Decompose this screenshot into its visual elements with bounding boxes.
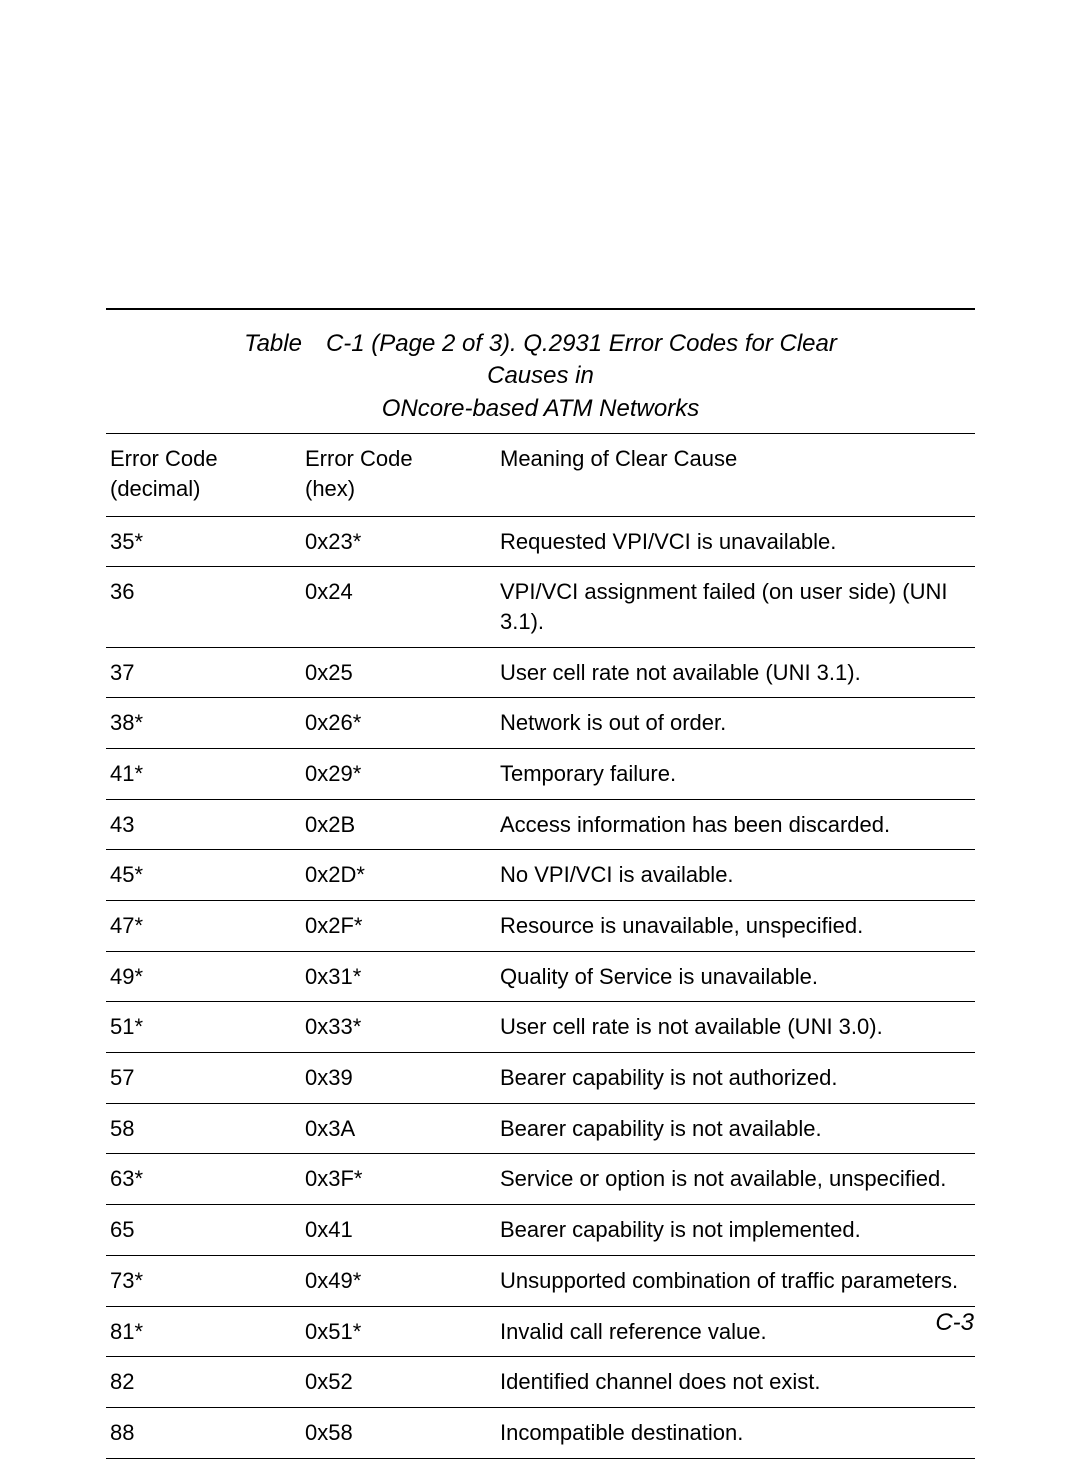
cell-meaning: User cell rate not available (UNI 3.1). bbox=[496, 647, 975, 698]
cell-hex: 0x49* bbox=[301, 1255, 496, 1306]
cell-meaning: No VPI/VCI is available. bbox=[496, 850, 975, 901]
cell-hex: 0x2F* bbox=[301, 901, 496, 952]
page: Table C-1 (Page 2 of 3). Q.2931 Error Co… bbox=[0, 0, 1080, 1397]
cell-hex: 0x41 bbox=[301, 1205, 496, 1256]
cell-hex: 0x23* bbox=[301, 516, 496, 567]
cell-decimal: 35* bbox=[106, 516, 301, 567]
cell-meaning: Quality of Service is unavailable. bbox=[496, 951, 975, 1002]
table-row: 47* 0x2F* Resource is unavailable, unspe… bbox=[106, 901, 975, 952]
cell-decimal: 81* bbox=[106, 1306, 301, 1357]
cell-hex: 0x26* bbox=[301, 698, 496, 749]
cell-meaning: VPI/VCI assignment failed (on user side)… bbox=[496, 567, 975, 647]
cell-meaning: Identified channel does not exist. bbox=[496, 1357, 975, 1408]
cell-hex: 0x3F* bbox=[301, 1154, 496, 1205]
cell-decimal: 36 bbox=[106, 567, 301, 647]
cell-decimal: 41* bbox=[106, 748, 301, 799]
cell-hex: 0x2D* bbox=[301, 850, 496, 901]
cell-hex: 0x3A bbox=[301, 1103, 496, 1154]
cell-decimal: 49* bbox=[106, 951, 301, 1002]
cell-decimal: 51* bbox=[106, 1002, 301, 1053]
col-header-decimal-l1: Error Code bbox=[110, 446, 218, 471]
top-rule bbox=[106, 308, 975, 310]
cell-decimal: 82 bbox=[106, 1357, 301, 1408]
table-row: 58 0x3A Bearer capability is not availab… bbox=[106, 1103, 975, 1154]
cell-meaning: Invalid call reference value. bbox=[496, 1306, 975, 1357]
cell-decimal: 38* bbox=[106, 698, 301, 749]
cell-meaning: Requested VPI/VCI is unavailable. bbox=[496, 516, 975, 567]
cell-decimal: 43 bbox=[106, 799, 301, 850]
cell-meaning: Network is out of order. bbox=[496, 698, 975, 749]
caption-line-1: Table C-1 (Page 2 of 3). Q.2931 Error Co… bbox=[244, 330, 837, 389]
col-header-meaning: Meaning of Clear Cause bbox=[496, 434, 975, 516]
cell-meaning: Incompatible destination. bbox=[496, 1407, 975, 1458]
col-header-decimal: Error Code (decimal) bbox=[106, 434, 301, 516]
cell-meaning: Resource is unavailable, unspecified. bbox=[496, 901, 975, 952]
table-row: 51* 0x33* User cell rate is not availabl… bbox=[106, 1002, 975, 1053]
table-caption: Table C-1 (Page 2 of 3). Q.2931 Error Co… bbox=[221, 328, 861, 425]
cell-decimal: 65 bbox=[106, 1205, 301, 1256]
table-row: 88 0x58 Incompatible destination. bbox=[106, 1407, 975, 1458]
table-row: 36 0x24 VPI/VCI assignment failed (on us… bbox=[106, 567, 975, 647]
caption-line-2: ONcore-based ATM Networks bbox=[382, 395, 699, 422]
table-row: 45* 0x2D* No VPI/VCI is available. bbox=[106, 850, 975, 901]
cell-meaning: Unsupported combination of traffic param… bbox=[496, 1255, 975, 1306]
table-header-row: Error Code (decimal) Error Code (hex) Me… bbox=[106, 434, 975, 516]
cell-decimal: 63* bbox=[106, 1154, 301, 1205]
page-number: C-3 bbox=[935, 1309, 974, 1337]
cell-hex: 0x2B bbox=[301, 799, 496, 850]
table-row: 81* 0x51* Invalid call reference value. bbox=[106, 1306, 975, 1357]
cell-meaning: Access information has been discarded. bbox=[496, 799, 975, 850]
table-row: 82 0x52 Identified channel does not exis… bbox=[106, 1357, 975, 1408]
table-body: 35* 0x23* Requested VPI/VCI is unavailab… bbox=[106, 516, 975, 1458]
cell-decimal: 88 bbox=[106, 1407, 301, 1458]
cell-hex: 0x51* bbox=[301, 1306, 496, 1357]
cell-hex: 0x25 bbox=[301, 647, 496, 698]
table-row: 73* 0x49* Unsupported combination of tra… bbox=[106, 1255, 975, 1306]
table-row: 41* 0x29* Temporary failure. bbox=[106, 748, 975, 799]
cell-hex: 0x39 bbox=[301, 1053, 496, 1104]
table-row: 35* 0x23* Requested VPI/VCI is unavailab… bbox=[106, 516, 975, 567]
cell-decimal: 57 bbox=[106, 1053, 301, 1104]
cell-hex: 0x29* bbox=[301, 748, 496, 799]
cell-decimal: 37 bbox=[106, 647, 301, 698]
cell-decimal: 45* bbox=[106, 850, 301, 901]
cell-hex: 0x58 bbox=[301, 1407, 496, 1458]
col-header-meaning-l1: Meaning of Clear Cause bbox=[500, 446, 737, 471]
table-row: 65 0x41 Bearer capability is not impleme… bbox=[106, 1205, 975, 1256]
table-row: 43 0x2B Access information has been disc… bbox=[106, 799, 975, 850]
cell-meaning: Bearer capability is not available. bbox=[496, 1103, 975, 1154]
table-row: 57 0x39 Bearer capability is not authori… bbox=[106, 1053, 975, 1104]
cell-decimal: 47* bbox=[106, 901, 301, 952]
cell-meaning: Bearer capability is not authorized. bbox=[496, 1053, 975, 1104]
col-header-decimal-l2: (decimal) bbox=[110, 476, 200, 501]
col-header-hex: Error Code (hex) bbox=[301, 434, 496, 516]
cell-decimal: 73* bbox=[106, 1255, 301, 1306]
cell-hex: 0x24 bbox=[301, 567, 496, 647]
table-row: 37 0x25 User cell rate not available (UN… bbox=[106, 647, 975, 698]
error-codes-table: Error Code (decimal) Error Code (hex) Me… bbox=[106, 433, 975, 1458]
table-row: 38* 0x26* Network is out of order. bbox=[106, 698, 975, 749]
cell-hex: 0x33* bbox=[301, 1002, 496, 1053]
cell-meaning: Bearer capability is not implemented. bbox=[496, 1205, 975, 1256]
cell-hex: 0x52 bbox=[301, 1357, 496, 1408]
cell-meaning: User cell rate is not available (UNI 3.0… bbox=[496, 1002, 975, 1053]
col-header-hex-l2: (hex) bbox=[305, 476, 355, 501]
table-row: 63* 0x3F* Service or option is not avail… bbox=[106, 1154, 975, 1205]
cell-decimal: 58 bbox=[106, 1103, 301, 1154]
cell-meaning: Temporary failure. bbox=[496, 748, 975, 799]
content-area: Table C-1 (Page 2 of 3). Q.2931 Error Co… bbox=[106, 308, 975, 1459]
table-row: 49* 0x31* Quality of Service is unavaila… bbox=[106, 951, 975, 1002]
cell-meaning: Service or option is not available, unsp… bbox=[496, 1154, 975, 1205]
cell-hex: 0x31* bbox=[301, 951, 496, 1002]
col-header-hex-l1: Error Code bbox=[305, 446, 413, 471]
